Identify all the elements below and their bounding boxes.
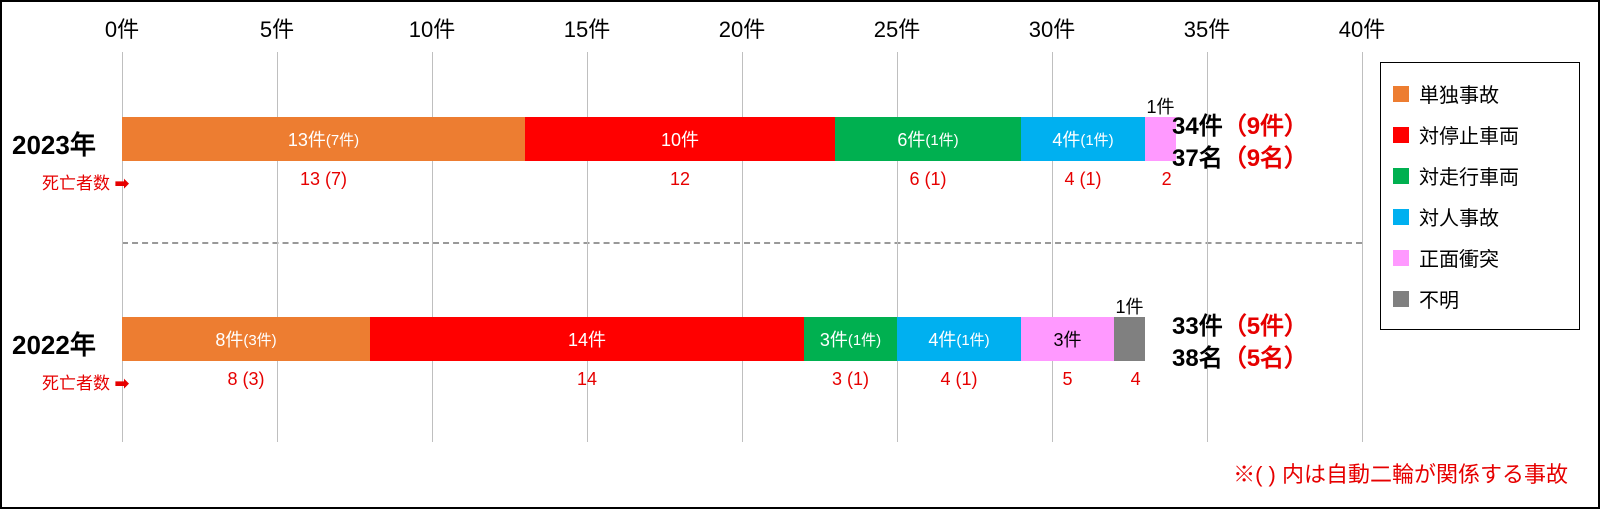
gridline <box>1052 52 1053 442</box>
segment-sublabel: (1件) <box>956 329 989 350</box>
segment-label: 10件 <box>661 126 699 152</box>
segment-label: 14件 <box>568 326 606 352</box>
year-label: 2022年 <box>12 325 96 362</box>
segment-label: 6件 <box>897 126 925 152</box>
death-value: 4 (1) <box>1064 169 1101 190</box>
segment-label: 4件 <box>1052 126 1080 152</box>
legend-swatch <box>1393 86 1409 102</box>
total-people: 38名 <box>1172 345 1223 372</box>
bar-segment-stopped: 10件 <box>525 117 835 161</box>
year-label: 2023年 <box>12 125 96 162</box>
segment-label-above: 1件 <box>1146 93 1174 119</box>
bar-segment-person: 4件(1件) <box>897 317 1021 361</box>
segment-label: 8件 <box>215 326 243 352</box>
legend: 単独事故対停止車両対走行車両対人事故正面衝突不明 <box>1380 62 1580 330</box>
x-tick-label: 10件 <box>409 12 455 44</box>
x-tick-label: 15件 <box>564 12 610 44</box>
legend-label: 不明 <box>1419 284 1459 313</box>
legend-swatch <box>1393 209 1409 225</box>
bar-segment-moving: 3件(1件) <box>804 317 897 361</box>
deaths-row-label: 死亡者数 ➡ <box>42 169 129 194</box>
death-value: 12 <box>670 169 690 190</box>
legend-item-person: 対人事故 <box>1393 196 1567 237</box>
bar-segment-unknown: 1件 <box>1114 317 1145 361</box>
bar-segment-moving: 6件(1件) <box>835 117 1021 161</box>
segment-sublabel: (1件) <box>925 129 958 150</box>
death-value: 4 <box>1131 369 1141 390</box>
x-tick-label: 0件 <box>105 12 139 44</box>
x-tick-label: 35件 <box>1184 12 1230 44</box>
death-value: 3 (1) <box>832 369 869 390</box>
total-cases-sub: （9件） <box>1223 113 1308 140</box>
deaths-row-label: 死亡者数 ➡ <box>42 369 129 394</box>
x-tick-label: 20件 <box>719 12 765 44</box>
bar-segment-stopped: 14件 <box>370 317 804 361</box>
legend-label: 対停止車両 <box>1419 120 1519 149</box>
segment-label: 13件 <box>288 126 326 152</box>
total-people-sub: （9名） <box>1223 145 1308 172</box>
total-cases: 34件 <box>1172 113 1223 140</box>
bar-segment-single: 13件(7件) <box>122 117 525 161</box>
segment-label: 3件 <box>820 326 848 352</box>
total-people: 37名 <box>1172 145 1223 172</box>
bar-segment-single: 8件(3件) <box>122 317 370 361</box>
footnote: ※( ) 内は自動二輪が関係する事故 <box>1233 457 1568 489</box>
legend-label: 単独事故 <box>1419 79 1499 108</box>
legend-swatch <box>1393 127 1409 143</box>
gridline <box>1362 52 1363 442</box>
legend-label: 対人事故 <box>1419 202 1499 231</box>
chart-frame: 0件 5件 10件 15件 20件 25件 30件 35件 40件 2023年死亡者数 ➡ 13件… <box>0 0 1600 509</box>
death-value: 14 <box>577 369 597 390</box>
segment-sublabel: (1件) <box>1080 129 1113 150</box>
gridline <box>742 52 743 442</box>
segment-sublabel: (7件) <box>326 129 359 150</box>
legend-swatch <box>1393 168 1409 184</box>
segment-sublabel: (3件) <box>243 329 276 350</box>
legend-swatch <box>1393 250 1409 266</box>
x-tick-label: 30件 <box>1029 12 1075 44</box>
plot-area: 0件5件10件15件20件25件30件35件40件 2023年死亡者数 ➡13件… <box>122 12 1362 447</box>
legend-swatch <box>1393 291 1409 307</box>
legend-item-moving: 対走行車両 <box>1393 155 1567 196</box>
legend-label: 正面衝突 <box>1419 243 1499 272</box>
death-value: 8 (3) <box>227 369 264 390</box>
row-totals: 34件（9件）37名（9名） <box>1172 111 1308 176</box>
death-value: 2 <box>1162 169 1172 190</box>
bar-segment-headon: 3件 <box>1021 317 1114 361</box>
gridline <box>277 52 278 442</box>
total-people-sub: （5名） <box>1223 345 1308 372</box>
x-tick-label: 25件 <box>874 12 920 44</box>
death-value: 5 <box>1062 369 1072 390</box>
legend-item-unknown: 不明 <box>1393 278 1567 319</box>
death-value: 4 (1) <box>940 369 977 390</box>
legend-item-headon: 正面衝突 <box>1393 237 1567 278</box>
legend-item-stopped: 対停止車両 <box>1393 114 1567 155</box>
gridline <box>897 52 898 442</box>
legend-item-single: 単独事故 <box>1393 73 1567 114</box>
total-cases-sub: （5件） <box>1223 313 1308 340</box>
x-tick-label: 5件 <box>260 12 294 44</box>
segment-label-above: 1件 <box>1115 293 1143 319</box>
bar-segment-person: 4件(1件) <box>1021 117 1145 161</box>
segment-sublabel: (1件) <box>848 329 881 350</box>
x-tick-label: 40件 <box>1339 12 1385 44</box>
segment-label: 3件 <box>1053 326 1081 352</box>
death-value: 13 (7) <box>300 169 347 190</box>
gridline <box>432 52 433 442</box>
segment-label: 4件 <box>928 326 956 352</box>
row-totals: 33件（5件）38名（5名） <box>1172 311 1308 376</box>
total-cases: 33件 <box>1172 313 1223 340</box>
x-axis: 0件5件10件15件20件25件30件35件40件 <box>122 12 1362 52</box>
death-value: 6 (1) <box>909 169 946 190</box>
legend-label: 対走行車両 <box>1419 161 1519 190</box>
